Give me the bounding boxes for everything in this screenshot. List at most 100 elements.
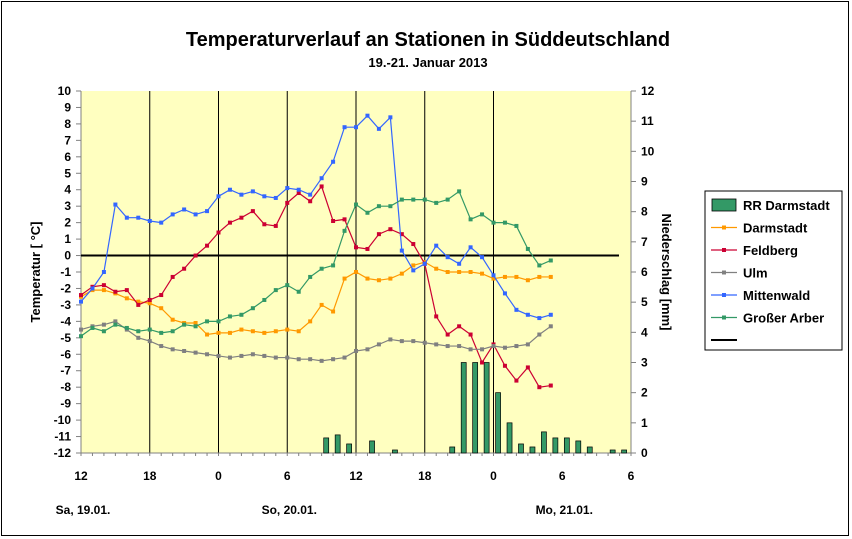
data-point-mittenwald xyxy=(376,126,381,131)
data-point-feldberg xyxy=(537,385,542,390)
data-point-mittenwald xyxy=(365,113,370,118)
data-point-ulm xyxy=(159,344,164,349)
data-point-mittenwald xyxy=(273,195,278,200)
data-point-feldberg xyxy=(216,230,221,235)
y-tick-label: 2 xyxy=(64,216,71,230)
data-point-darmstadt xyxy=(159,306,164,311)
data-point-feldberg xyxy=(308,199,313,204)
data-point-ulm xyxy=(319,358,324,363)
data-point-mittenwald xyxy=(548,312,553,317)
data-point-grosser-arber xyxy=(537,263,542,268)
data-point-ulm xyxy=(285,355,290,360)
data-point-grosser-arber xyxy=(285,283,290,288)
data-point-feldberg xyxy=(124,288,129,293)
chart-subtitle: 19.-21. Januar 2013 xyxy=(368,55,487,70)
data-point-ulm xyxy=(548,324,553,329)
data-point-grosser-arber xyxy=(193,324,198,329)
x-tick-label: 0 xyxy=(490,469,497,483)
data-point-darmstadt xyxy=(376,278,381,283)
data-point-mittenwald xyxy=(239,192,244,197)
data-point-ulm xyxy=(113,319,118,324)
data-point-feldberg xyxy=(365,246,370,251)
data-point-darmstadt xyxy=(480,271,485,276)
y2-tick-label: 11 xyxy=(641,114,654,128)
data-point-grosser-arber xyxy=(273,288,278,293)
data-point-ulm xyxy=(434,342,439,347)
data-point-grosser-arber xyxy=(445,197,450,202)
y-tick-label: 6 xyxy=(64,150,71,164)
data-point-darmstadt xyxy=(273,329,278,334)
legend-marker xyxy=(722,225,726,230)
data-point-feldberg xyxy=(79,293,83,298)
date-label: So, 20.01. xyxy=(262,503,317,517)
data-point-ulm xyxy=(147,339,152,344)
legend-swatch xyxy=(711,198,737,212)
data-point-ulm xyxy=(182,348,187,353)
data-point-grosser-arber xyxy=(480,212,485,217)
data-point-grosser-arber xyxy=(399,197,404,202)
data-point-darmstadt xyxy=(514,274,519,279)
data-point-grosser-arber xyxy=(525,246,530,251)
y-tick-label: 4 xyxy=(64,183,71,197)
data-point-ulm xyxy=(273,355,278,360)
data-point-grosser-arber xyxy=(411,197,416,202)
y-tick-label: 8 xyxy=(64,117,71,131)
x-tick-label: 0 xyxy=(215,469,222,483)
data-point-darmstadt xyxy=(537,274,542,279)
date-label: Sa, 19.01. xyxy=(56,503,111,517)
y-tick-label: -11 xyxy=(54,430,71,444)
y-tick-label: 7 xyxy=(64,133,71,147)
data-point-mittenwald xyxy=(354,125,358,130)
legend-marker xyxy=(722,270,726,275)
data-point-feldberg xyxy=(502,363,507,368)
data-point-darmstadt xyxy=(411,263,416,268)
data-point-darmstadt xyxy=(227,330,232,335)
y2-tick-label: 1 xyxy=(641,416,648,430)
data-point-feldberg xyxy=(457,324,462,329)
data-point-feldberg xyxy=(388,227,393,232)
data-point-grosser-arber xyxy=(250,306,255,311)
data-point-feldberg xyxy=(331,218,336,223)
y2-tick-label: 4 xyxy=(641,325,648,339)
data-point-darmstadt xyxy=(354,270,358,274)
data-point-ulm xyxy=(216,353,221,358)
y-tick-label: 0 xyxy=(64,249,71,263)
data-point-ulm xyxy=(331,357,336,362)
precip-bar xyxy=(449,446,456,454)
data-point-mittenwald xyxy=(90,286,95,291)
y-tick-label: -10 xyxy=(54,413,72,427)
data-point-mittenwald xyxy=(422,261,427,266)
precip-bar xyxy=(506,422,513,454)
data-point-ulm xyxy=(262,353,267,358)
data-point-feldberg xyxy=(170,274,175,279)
data-point-feldberg xyxy=(434,314,439,319)
data-point-darmstadt xyxy=(101,288,106,293)
data-point-grosser-arber xyxy=(239,312,244,317)
data-point-grosser-arber xyxy=(170,329,175,334)
legend-label: Darmstadt xyxy=(743,221,808,236)
data-point-mittenwald xyxy=(434,243,439,248)
data-point-darmstadt xyxy=(491,276,496,281)
data-point-grosser-arber xyxy=(331,263,336,268)
data-point-mittenwald xyxy=(262,194,267,199)
data-point-feldberg xyxy=(548,383,553,388)
y2-tick-label: 6 xyxy=(641,265,648,279)
data-point-ulm xyxy=(514,344,519,349)
precip-bar xyxy=(563,437,570,454)
data-point-feldberg xyxy=(468,332,473,337)
data-point-mittenwald xyxy=(136,215,141,220)
y-tick-label: -6 xyxy=(60,347,71,361)
data-point-grosser-arber xyxy=(296,289,301,294)
x-tick-label: 18 xyxy=(143,469,157,483)
data-point-mittenwald xyxy=(182,207,187,212)
data-point-feldberg xyxy=(136,302,141,307)
data-point-mittenwald xyxy=(159,220,164,225)
data-point-ulm xyxy=(388,337,393,342)
data-point-ulm xyxy=(296,357,301,362)
data-point-darmstadt xyxy=(193,321,198,326)
data-point-ulm xyxy=(170,347,175,352)
y2-tick-label: 8 xyxy=(641,205,648,219)
data-point-mittenwald xyxy=(250,189,255,194)
